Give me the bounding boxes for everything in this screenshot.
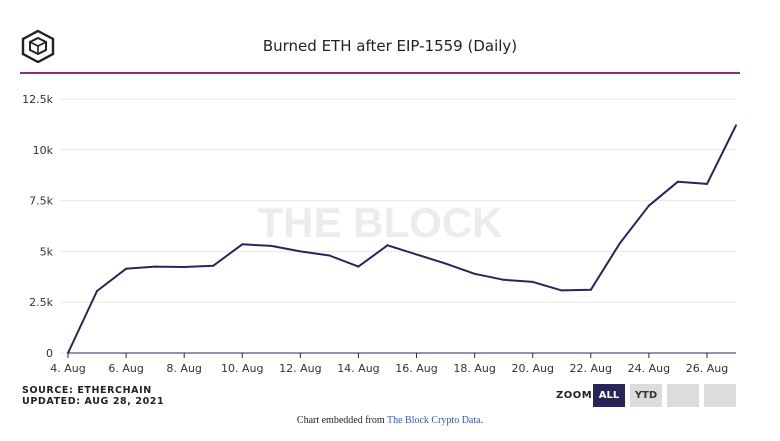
zoom-all-button[interactable]: ALL xyxy=(593,384,625,407)
data-point xyxy=(212,264,215,267)
data-point xyxy=(270,244,273,247)
embed-prefix: Chart embedded from xyxy=(296,415,387,426)
y-axis-ticks: 0 2.5k 5k 7.5k 10k 12.5k xyxy=(22,93,53,360)
x-tick-label: 12. Aug xyxy=(279,362,321,375)
zoom-label: ZOOM xyxy=(556,390,593,401)
grid-lines xyxy=(60,98,736,354)
x-tick-label: 20. Aug xyxy=(511,362,553,375)
data-point xyxy=(183,266,186,269)
data-point xyxy=(647,204,650,207)
data-point xyxy=(67,352,69,354)
the-block-logo-icon xyxy=(21,29,55,63)
x-tick-label: 22. Aug xyxy=(570,362,612,375)
zoom-ytd-button[interactable]: YTD xyxy=(630,384,662,407)
data-point xyxy=(415,253,418,256)
data-point xyxy=(705,182,708,185)
series-group xyxy=(67,124,737,354)
x-tick-label: 26. Aug xyxy=(686,362,728,375)
data-point xyxy=(299,250,302,253)
zoom-button-4[interactable] xyxy=(704,384,736,407)
data-point xyxy=(328,254,331,257)
the-block-data-link[interactable]: The Block Crypto Data xyxy=(386,415,481,426)
data-point xyxy=(154,265,157,268)
data-point xyxy=(96,290,99,293)
data-point xyxy=(618,242,621,245)
data-point xyxy=(386,244,389,247)
x-tick-label: 6. Aug xyxy=(108,362,143,375)
y-tick-label: 5k xyxy=(40,245,54,258)
chart-title: Burned ETH after EIP-1559 (Daily) xyxy=(262,37,518,55)
data-point xyxy=(676,180,679,183)
watermark: THE BLOCK xyxy=(258,199,503,246)
line-chart: THE BLOCK 0 2.5k 5k 7.5k 10k 12.5k 4. Aug 6. A… xyxy=(22,93,737,375)
x-axis-ticks: 4. Aug 6. Aug 8. Aug 10. Aug 12. Aug 14. Aug 1… xyxy=(50,353,728,375)
title-divider xyxy=(20,72,740,74)
zoom-button-3[interactable] xyxy=(667,384,699,407)
y-tick-label: 2.5k xyxy=(29,296,53,309)
y-tick-label: 0 xyxy=(46,347,53,360)
y-tick-label: 10k xyxy=(33,144,54,157)
x-tick-label: 18. Aug xyxy=(453,362,495,375)
data-point xyxy=(735,124,737,127)
data-point xyxy=(125,267,128,270)
source-line: SOURCE: ETHERCHAIN xyxy=(22,385,152,396)
updated-line: UPDATED: AUG 28, 2021 xyxy=(22,396,165,407)
y-tick-label: 12.5k xyxy=(22,93,53,106)
source-note: SOURCE: ETHERCHAIN UPDATED: AUG 28, 2021 xyxy=(22,385,164,407)
x-tick-label: 14. Aug xyxy=(337,362,379,375)
x-tick-label: 4. Aug xyxy=(50,362,85,375)
x-tick-label: 10. Aug xyxy=(221,362,263,375)
embed-suffix: . xyxy=(480,415,484,426)
data-point xyxy=(560,289,563,292)
data-point xyxy=(444,262,447,265)
x-tick-label: 16. Aug xyxy=(395,362,437,375)
data-point xyxy=(473,272,476,275)
x-tick-label: 24. Aug xyxy=(628,362,670,375)
data-point xyxy=(589,288,592,291)
embed-credit: Chart embedded from The Block Crypto Dat… xyxy=(0,415,780,426)
x-tick-label: 8. Aug xyxy=(166,362,201,375)
y-tick-label: 7.5k xyxy=(29,195,53,208)
data-point xyxy=(357,265,360,268)
data-point xyxy=(241,243,244,246)
data-point xyxy=(531,280,534,283)
series-line xyxy=(67,124,737,354)
data-point xyxy=(502,278,505,281)
